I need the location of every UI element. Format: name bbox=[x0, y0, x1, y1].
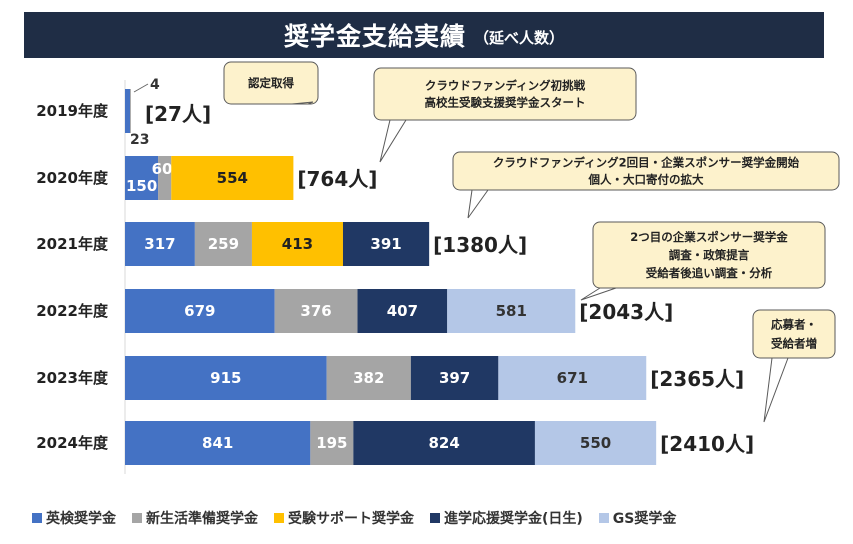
year-label: 2019年度 bbox=[36, 102, 109, 120]
bar-segment-shingaku bbox=[342, 222, 430, 266]
legend-swatch bbox=[430, 513, 440, 523]
year-label: 2022年度 bbox=[36, 302, 109, 320]
leader-line bbox=[133, 83, 149, 93]
callout-text: 認定取得 bbox=[248, 76, 294, 90]
bar-segment-eiken bbox=[125, 289, 275, 333]
segment-value-label: 391 bbox=[370, 235, 401, 253]
segment-value-label: 915 bbox=[210, 369, 241, 387]
segment-value-label: 23 bbox=[130, 132, 149, 148]
legend-item-juken: 受験サポート奨学金 bbox=[274, 508, 414, 528]
segment-value-label: 550 bbox=[580, 434, 611, 452]
legend-item-eiken: 英検奨学金 bbox=[32, 508, 116, 528]
bar-segment-shinseikatsu bbox=[310, 421, 354, 465]
callout-text: 調査・政策提言 bbox=[669, 248, 750, 262]
legend-item-shinseikatsu: 新生活準備奨学金 bbox=[132, 508, 258, 528]
year-label: 2024年度 bbox=[36, 434, 109, 452]
segment-value-label: 407 bbox=[387, 302, 418, 320]
callout-text: 個人・大口寄付の拡大 bbox=[588, 173, 704, 187]
chart-legend: 英検奨学金 新生活準備奨学金 受験サポート奨学金 進学応援奨学金(日生) GS奨学金 bbox=[32, 508, 692, 528]
bar-segment-eiken bbox=[125, 222, 195, 266]
callout-pointer bbox=[379, 119, 407, 163]
bar-segment-shinseikatsu bbox=[158, 156, 172, 200]
bar-segment-eiken bbox=[125, 89, 131, 133]
callout-box bbox=[452, 151, 840, 191]
segment-value-label: 382 bbox=[353, 369, 384, 387]
chart-subtitle: （延べ人数） bbox=[474, 28, 565, 47]
callout-text: 受給者後追い調査・分析 bbox=[646, 266, 773, 280]
legend-item-shingaku: 進学応援奨学金(日生) bbox=[430, 508, 583, 528]
legend-item-gs: GS奨学金 bbox=[598, 508, 677, 528]
legend-label: 受験サポート奨学金 bbox=[288, 511, 414, 527]
segment-value-label: 397 bbox=[439, 369, 470, 387]
segment-value-label: 841 bbox=[202, 434, 233, 452]
bar-segment-eiken bbox=[125, 356, 327, 400]
legend-swatch bbox=[32, 513, 42, 523]
total-label: [2410人] bbox=[660, 432, 754, 456]
segment-value-label: 195 bbox=[316, 434, 347, 452]
callout-pointer bbox=[467, 189, 489, 219]
bar-segment-shinseikatsu bbox=[130, 89, 131, 133]
callout-box bbox=[373, 67, 637, 121]
total-label: [27人] bbox=[145, 102, 211, 126]
legend-swatch bbox=[132, 513, 142, 523]
bar-segment-gs bbox=[498, 356, 647, 400]
legend-label: GS奨学金 bbox=[612, 511, 677, 527]
segment-value-label: 679 bbox=[184, 302, 215, 320]
segment-value-label: 824 bbox=[428, 434, 459, 452]
segment-value-label: 554 bbox=[217, 169, 248, 187]
segment-value-label: 413 bbox=[282, 235, 313, 253]
callout-pointer bbox=[763, 357, 789, 423]
segment-value-label: 581 bbox=[496, 302, 527, 320]
segment-value-label: 317 bbox=[144, 235, 175, 253]
bar-segment-eiken bbox=[125, 421, 311, 465]
legend-swatch bbox=[274, 513, 284, 523]
callout-box bbox=[752, 309, 836, 359]
chart-title: 奨学金支給実績 bbox=[283, 22, 466, 51]
segment-value-label: 259 bbox=[208, 235, 239, 253]
total-label: [764人] bbox=[297, 167, 377, 191]
callout-text: クラウドファンディング初挑戦 bbox=[425, 79, 586, 93]
bar-segment-juken bbox=[171, 156, 294, 200]
callout-text: 2つ目の企業スポンサー奨学金 bbox=[630, 230, 788, 244]
segment-value-label: 671 bbox=[557, 369, 588, 387]
callout-box bbox=[592, 221, 826, 289]
bar-segment-shingaku bbox=[353, 421, 535, 465]
chart-title-bar: 奨学金支給実績 （延べ人数） bbox=[24, 12, 824, 58]
legend-swatch bbox=[598, 513, 609, 523]
callout-text: 受給者増 bbox=[771, 337, 817, 351]
total-label: [1380人] bbox=[433, 233, 527, 257]
bar-segment-shinseikatsu bbox=[194, 222, 252, 266]
bar-segment-juken bbox=[251, 222, 343, 266]
legend-label: 新生活準備奨学金 bbox=[146, 511, 258, 527]
year-label: 2020年度 bbox=[36, 169, 109, 187]
legend-label: 英検奨学金 bbox=[46, 511, 116, 527]
callout-text: 応募者・ bbox=[771, 318, 817, 332]
callout-box bbox=[223, 61, 319, 105]
total-label: [2043人] bbox=[579, 300, 673, 324]
segment-value-label: 376 bbox=[300, 302, 331, 320]
year-label: 2021年度 bbox=[36, 235, 109, 253]
callout-text: クラウドファンディング2回目・企業スポンサー奨学金開始 bbox=[493, 156, 800, 170]
legend-label: 進学応援奨学金(日生) bbox=[444, 511, 583, 527]
callout-text: 高校生受験支援奨学金スタート bbox=[425, 96, 586, 110]
bar-segment-shingaku bbox=[357, 289, 448, 333]
bar-segment-gs bbox=[447, 289, 576, 333]
bar-segment-shinseikatsu bbox=[326, 356, 411, 400]
callout-pointer bbox=[291, 101, 314, 105]
segment-value-label: 150 bbox=[126, 177, 157, 195]
year-label: 2023年度 bbox=[36, 369, 109, 387]
segment-value-label: 4 bbox=[150, 77, 160, 93]
callout-pointer bbox=[580, 287, 617, 301]
segment-value-label: 60 bbox=[152, 160, 173, 178]
total-label: [2365人] bbox=[650, 367, 744, 391]
bar-segment-shingaku bbox=[410, 356, 499, 400]
bar-segment-eiken bbox=[125, 156, 159, 200]
bar-segment-gs bbox=[534, 421, 657, 465]
bar-segment-shinseikatsu bbox=[274, 289, 358, 333]
